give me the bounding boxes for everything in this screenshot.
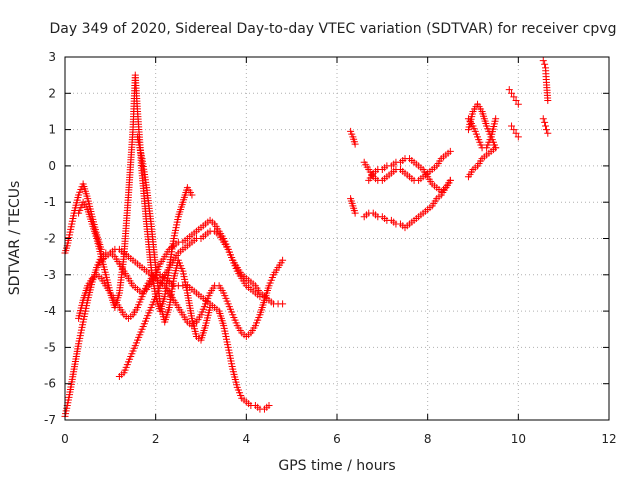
data-point xyxy=(279,256,287,264)
data-point xyxy=(539,57,547,65)
series-sat-p xyxy=(505,86,522,108)
chart-title: Day 349 of 2020, Sidereal Day-to-day VTE… xyxy=(50,21,617,37)
data-point xyxy=(351,209,359,217)
series-sat-o xyxy=(464,115,500,152)
data-point xyxy=(492,115,500,123)
series-sat-c xyxy=(93,245,287,341)
data-point xyxy=(544,97,552,105)
series-sat-l xyxy=(360,147,454,184)
grid xyxy=(65,57,609,420)
data-point xyxy=(265,401,273,409)
series-sat-a xyxy=(61,216,287,420)
x-tick-label: 12 xyxy=(601,432,616,446)
data-point xyxy=(188,191,196,199)
x-tick-label: 8 xyxy=(424,432,432,446)
series-sat-k xyxy=(365,155,454,195)
series-sat-s xyxy=(539,115,552,137)
data-point xyxy=(544,129,552,137)
y-tick-label: 3 xyxy=(48,50,56,64)
series-sat-r xyxy=(539,57,552,105)
data-point xyxy=(512,129,520,137)
x-tick-label: 0 xyxy=(61,432,69,446)
data-point xyxy=(351,140,359,148)
series-sat-g xyxy=(61,180,105,257)
y-tick-label: -2 xyxy=(44,232,56,246)
series-sat-e xyxy=(75,71,196,315)
data-point xyxy=(542,122,550,130)
data-point xyxy=(541,60,549,68)
y-tick-label: 1 xyxy=(48,123,56,137)
y-tick-label: 2 xyxy=(48,86,56,100)
data-point xyxy=(256,293,264,301)
series-sat-h xyxy=(347,127,359,148)
series-sat-q xyxy=(508,122,522,141)
y-tick-label: -5 xyxy=(44,340,56,354)
y-tick-label: -4 xyxy=(44,304,56,318)
data-point xyxy=(514,133,522,141)
data-point xyxy=(508,122,516,130)
y-tick-label: -3 xyxy=(44,268,56,282)
data-point xyxy=(541,118,549,126)
x-tick-label: 6 xyxy=(333,432,341,446)
series-sat-j xyxy=(360,176,454,232)
x-tick-label: 10 xyxy=(511,432,526,446)
y-tick-label: 0 xyxy=(48,159,56,173)
data-point xyxy=(510,126,518,134)
y-tick-label: -1 xyxy=(44,195,56,209)
data-point xyxy=(514,100,522,108)
y-tick-label: -7 xyxy=(44,413,56,427)
data-point xyxy=(508,89,516,97)
data-point xyxy=(97,245,105,253)
series-sat-f xyxy=(134,133,214,344)
y-axis-title: SDTVAR / TECUs xyxy=(7,181,23,296)
data-point xyxy=(539,115,547,123)
y-tick-label: -6 xyxy=(44,377,56,391)
data-point xyxy=(510,93,518,101)
data-point xyxy=(279,300,287,308)
series-sat-m xyxy=(464,144,500,181)
data-point xyxy=(446,147,454,155)
data-point xyxy=(492,144,500,152)
x-tick-label: 2 xyxy=(152,432,160,446)
series-sat-b xyxy=(75,271,273,413)
series-sat-i xyxy=(347,195,359,217)
x-axis-title: GPS time / hours xyxy=(278,458,395,474)
series-sat-d xyxy=(115,227,264,380)
data-point xyxy=(542,126,550,134)
data-point xyxy=(512,97,520,105)
data-point xyxy=(446,176,454,184)
data-point xyxy=(206,303,214,311)
data-point xyxy=(505,86,513,94)
x-tick-label: 4 xyxy=(243,432,251,446)
data-points xyxy=(61,57,552,420)
